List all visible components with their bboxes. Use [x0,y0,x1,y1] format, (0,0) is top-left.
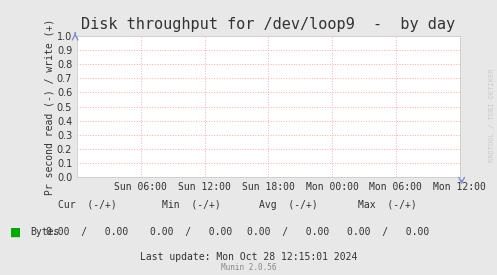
Title: Disk throughput for /dev/loop9  -  by day: Disk throughput for /dev/loop9 - by day [82,17,455,32]
Text: Last update: Mon Oct 28 12:15:01 2024: Last update: Mon Oct 28 12:15:01 2024 [140,252,357,262]
Text: Max  (-/+): Max (-/+) [358,200,417,210]
Text: ■: ■ [10,226,21,239]
Y-axis label: Pr second read (-) / write (+): Pr second read (-) / write (+) [44,18,54,195]
Text: Min  (-/+): Min (-/+) [162,200,221,210]
Text: 0.00  /   0.00: 0.00 / 0.00 [247,227,330,237]
Text: 0.00  /   0.00: 0.00 / 0.00 [46,227,128,237]
Text: Cur  (-/+): Cur (-/+) [58,200,116,210]
Text: RRDTOOL / TOBI OETIKER: RRDTOOL / TOBI OETIKER [489,69,495,162]
Text: Avg  (-/+): Avg (-/+) [259,200,318,210]
Text: 0.00  /   0.00: 0.00 / 0.00 [150,227,233,237]
Text: 0.00  /   0.00: 0.00 / 0.00 [346,227,429,237]
Text: Bytes: Bytes [30,227,59,237]
Text: Munin 2.0.56: Munin 2.0.56 [221,263,276,272]
